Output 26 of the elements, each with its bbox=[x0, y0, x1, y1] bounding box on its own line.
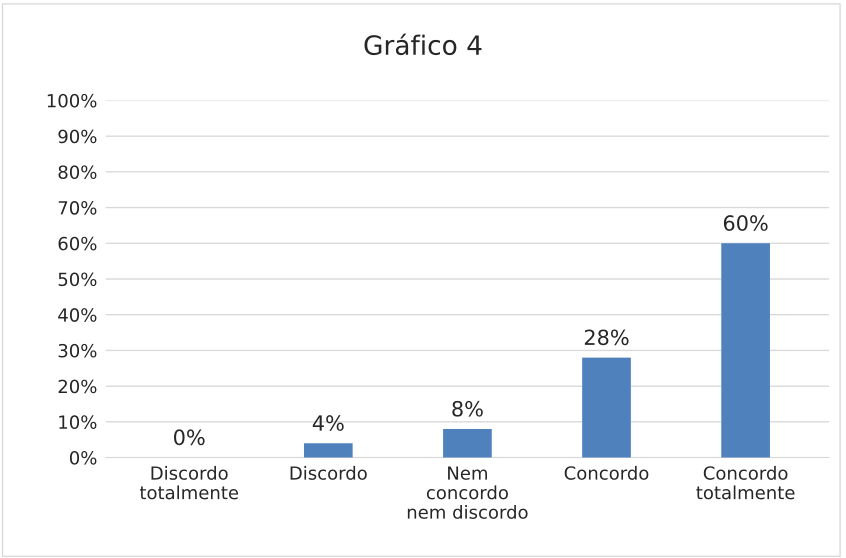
x-tick-label: Concordo totalmente bbox=[696, 466, 794, 500]
chart-title: Gráfico 4 bbox=[364, 34, 482, 56]
x-tick-label: Nem concordo nem discordo bbox=[408, 466, 528, 519]
data-label: 60% bbox=[724, 215, 768, 231]
y-tick-label: 60% bbox=[58, 236, 96, 250]
y-tick-label: 30% bbox=[58, 344, 96, 358]
y-tick-label: 100% bbox=[48, 94, 96, 108]
bar bbox=[304, 443, 353, 458]
y-tick-label: 10% bbox=[59, 415, 96, 429]
y-tick-label: 70% bbox=[58, 201, 96, 215]
bar bbox=[443, 428, 492, 458]
y-tick-label: 20% bbox=[58, 380, 96, 394]
y-tick-label: 80% bbox=[58, 165, 96, 179]
x-tick-label: Discordo bbox=[290, 466, 367, 480]
x-tick-label: Discordo totalmente bbox=[140, 466, 238, 500]
y-tick-label: 40% bbox=[58, 308, 96, 322]
data-label: 8% bbox=[452, 400, 483, 417]
y-tick-label: 90% bbox=[58, 130, 96, 144]
data-label: 28% bbox=[584, 329, 629, 346]
data-label: 4% bbox=[312, 415, 344, 431]
data-label: 0% bbox=[174, 429, 205, 446]
bar bbox=[721, 243, 770, 458]
y-tick-label: 50% bbox=[58, 272, 96, 286]
x-tick-label: Concordo bbox=[564, 466, 648, 480]
bar bbox=[582, 358, 631, 458]
y-tick-label: 0% bbox=[70, 451, 96, 465]
